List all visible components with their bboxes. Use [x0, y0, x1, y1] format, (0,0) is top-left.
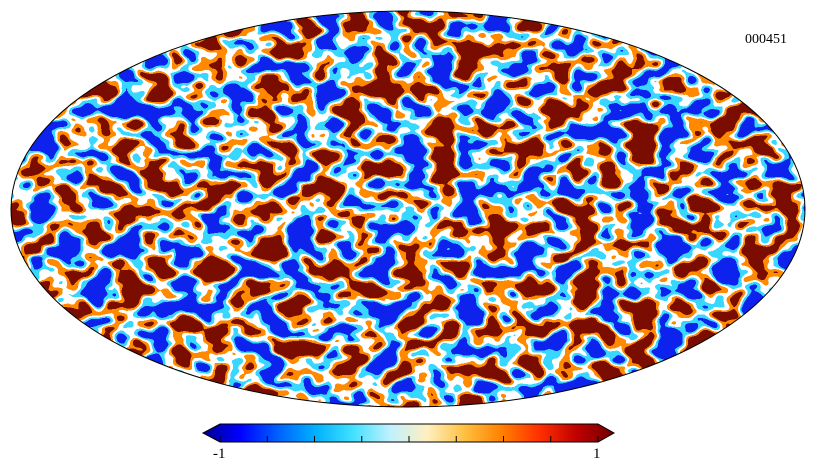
map-boundary	[10, 10, 806, 408]
colorbar-min-label: -1	[213, 446, 226, 462]
map-id-label: 000451	[745, 32, 787, 47]
sky-field	[11, 11, 805, 407]
colorbar	[201, 423, 616, 443]
colorbar-max-label: 1	[593, 446, 601, 462]
colorbar-ticks	[219, 436, 599, 442]
